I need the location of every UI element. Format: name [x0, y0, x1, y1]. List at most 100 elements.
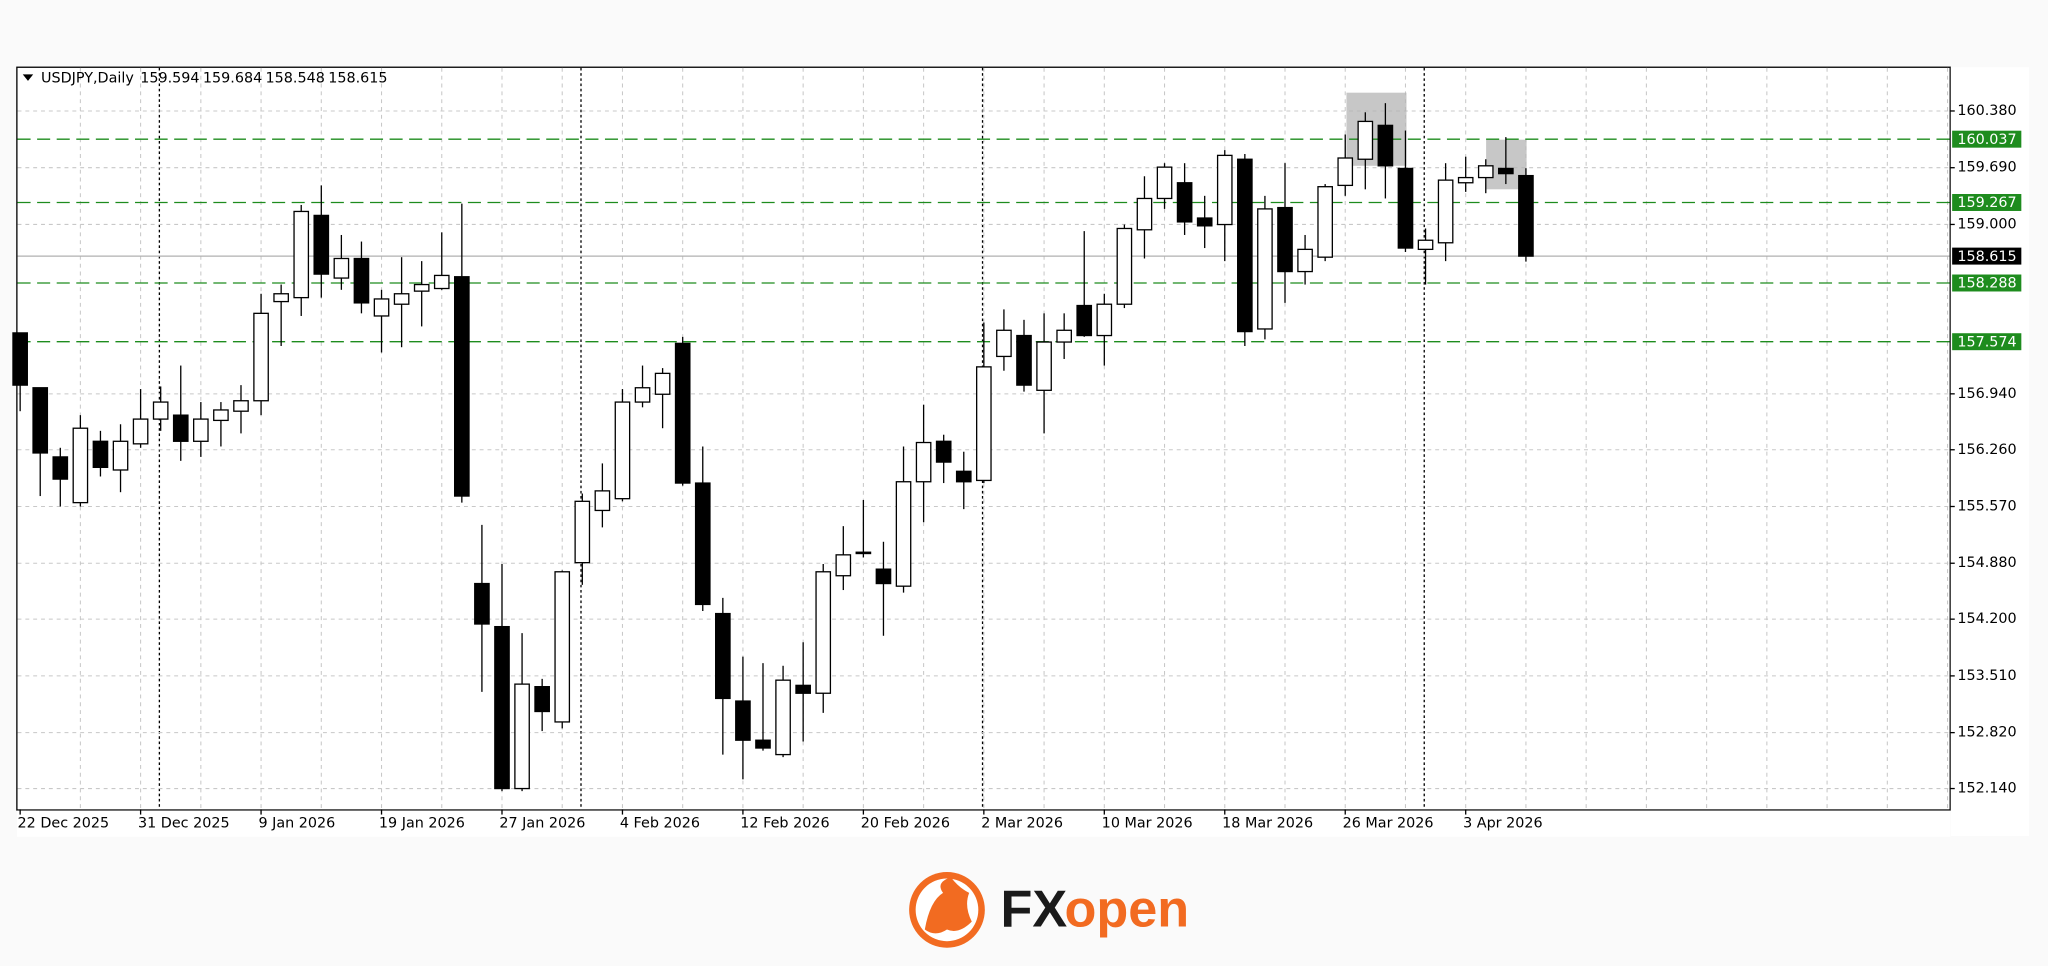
- x-tick-label: 9 Jan 2026: [258, 816, 335, 832]
- candle-body: [1176, 182, 1193, 223]
- candle-body: [253, 312, 269, 402]
- y-tick-label: 154.880: [1957, 555, 2016, 571]
- x-tick-label: 31 Dec 2025: [138, 816, 230, 832]
- y-tick-label: 159.690: [1957, 160, 2016, 176]
- y-tick-label: 154.200: [1957, 611, 2016, 627]
- candle-body: [152, 401, 169, 420]
- candle-body: [654, 372, 671, 395]
- candle-body: [935, 440, 952, 463]
- candle-body: [1237, 158, 1253, 333]
- x-tick-label: 19 Jan 2026: [379, 816, 465, 832]
- current-price-label: 158.615: [1957, 249, 2016, 265]
- level-label: 158.288: [1957, 276, 2016, 292]
- candle-body: [213, 409, 229, 422]
- labels: 160.380 159.690 159.000 156.940 156.260 155.5…: [18, 103, 2022, 832]
- candle-body: [594, 490, 611, 512]
- y-tick-label: 159.000: [1957, 216, 2016, 232]
- candle-body: [1116, 227, 1133, 305]
- candle-body: [1036, 341, 1052, 391]
- x-tick-label: 4 Feb 2026: [620, 816, 700, 832]
- candle-body: [755, 739, 771, 749]
- candle-body: [534, 686, 550, 713]
- candle-body: [976, 366, 992, 482]
- candle-body: [413, 283, 430, 292]
- candle-body: [996, 329, 1012, 358]
- candle-body: [32, 387, 49, 454]
- x-tick-label: 12 Feb 2026: [740, 816, 829, 832]
- candle-body: [112, 440, 129, 471]
- y-tick-label: 156.940: [1957, 386, 2016, 402]
- time-scale: [16, 810, 1951, 837]
- header-high: 159.684: [203, 70, 262, 86]
- candle-body: [313, 214, 330, 275]
- candle-body: [1016, 334, 1032, 386]
- candle-body: [1397, 167, 1414, 249]
- candle-body: [373, 298, 390, 317]
- level-label: 160.037: [1957, 132, 2016, 148]
- header-low: 158.548: [266, 70, 325, 86]
- x-tick-label: 20 Feb 2026: [861, 816, 950, 832]
- candle-body: [393, 293, 410, 305]
- candle-body: [474, 582, 490, 625]
- candle-body: [955, 470, 972, 483]
- candle-body: [1076, 304, 1093, 337]
- candle-body: [233, 400, 249, 412]
- candle-body: [915, 441, 932, 483]
- candle-body: [795, 684, 811, 694]
- candle-body: [614, 401, 631, 500]
- candle-body: [12, 332, 28, 386]
- candle-body: [835, 554, 852, 577]
- candle-body: [1216, 154, 1233, 226]
- level-tag: [1952, 274, 2022, 292]
- candle-body: [454, 276, 470, 497]
- candle-body: [775, 679, 791, 756]
- candle-body: [132, 418, 149, 445]
- header-close: 158.615: [328, 70, 387, 86]
- level-label: 157.574: [1957, 334, 2016, 350]
- candle-body: [193, 418, 209, 442]
- candle-body: [574, 500, 591, 564]
- candle-body: [674, 342, 691, 484]
- menu-arrow[interactable]: [22, 74, 34, 81]
- candle-body: [1337, 157, 1354, 187]
- candle-body: [895, 481, 912, 587]
- y-tick-label: 152.820: [1957, 725, 2016, 741]
- current-price-tag: [1952, 247, 2022, 265]
- candle-body: [172, 414, 189, 442]
- x-tick-label: 27 Jan 2026: [499, 816, 585, 832]
- y-tick-label: 156.260: [1957, 442, 2016, 458]
- candle-body: [333, 257, 350, 279]
- candle-body: [72, 427, 89, 504]
- candle-body: [92, 440, 109, 469]
- level-tag: [1952, 333, 2022, 351]
- x-tick-label: 18 Mar 2026: [1222, 816, 1313, 832]
- candle-body: [815, 571, 832, 694]
- candle-body: [875, 568, 892, 585]
- candle-body: [353, 257, 370, 304]
- logo-fx: FX: [1001, 880, 1068, 938]
- y-tick-label: 155.570: [1957, 498, 2016, 514]
- logo: FX open: [909, 872, 1189, 948]
- candle-body: [433, 274, 450, 290]
- level-label: 159.267: [1957, 195, 2016, 211]
- candle-body: [494, 625, 510, 790]
- candle-body: [52, 456, 69, 480]
- header-open: 159.594: [140, 70, 199, 86]
- x-tick-label: 2 Mar 2026: [981, 816, 1063, 832]
- candle-body: [514, 683, 530, 790]
- candle-body: [1156, 166, 1173, 200]
- candle-body: [1498, 167, 1514, 175]
- candle-body: [1096, 303, 1113, 337]
- candle-body: [1457, 176, 1474, 184]
- x-tick-label: 22 Dec 2025: [18, 816, 110, 832]
- candle-body: [1277, 206, 1293, 273]
- logo-open: open: [1064, 880, 1189, 938]
- candle-body: [1317, 186, 1333, 258]
- logo-icon-bull: [924, 877, 972, 934]
- candle-body: [1377, 124, 1394, 167]
- candle-body: [1357, 120, 1374, 160]
- candle-body: [634, 387, 651, 403]
- y-tick-label: 160.380: [1957, 103, 2016, 119]
- candle-body: [554, 571, 571, 723]
- candle-body: [855, 551, 872, 555]
